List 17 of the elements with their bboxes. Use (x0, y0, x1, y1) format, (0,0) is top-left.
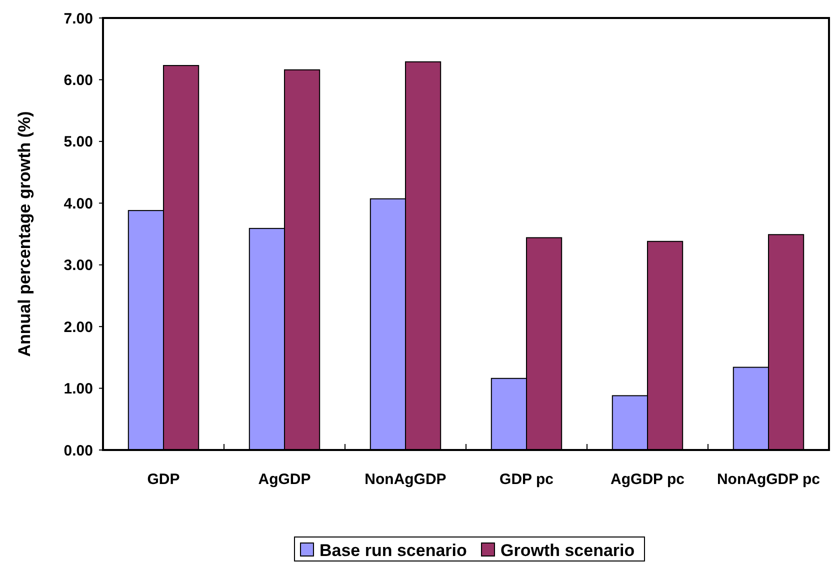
y-axis-title: Annual percentage growth (%) (15, 111, 34, 357)
y-tick-label: 5.00 (64, 134, 93, 151)
legend-label: Growth scenario (500, 540, 635, 560)
y-tick-label: 0.00 (64, 442, 93, 460)
y-tick-label: 6.00 (64, 72, 93, 89)
x-tick-label: NonAgGDP (364, 471, 446, 488)
x-tick-label: GDP pc (500, 471, 554, 488)
legend-label: Base run scenario (320, 540, 467, 560)
y-tick-label: 1.00 (64, 380, 93, 398)
y-tick-label: 2.00 (64, 318, 93, 336)
x-tick-label: AgGDP pc (610, 471, 684, 488)
x-tick-label: NonAgGDP pc (716, 471, 820, 488)
y-tick-label: 3.00 (64, 257, 93, 274)
x-tick-label: AgGDP (258, 471, 311, 488)
y-tick-label: 4.00 (64, 195, 93, 212)
x-tick-label: GDP (147, 471, 180, 488)
y-tick-label: 7.00 (64, 10, 93, 28)
